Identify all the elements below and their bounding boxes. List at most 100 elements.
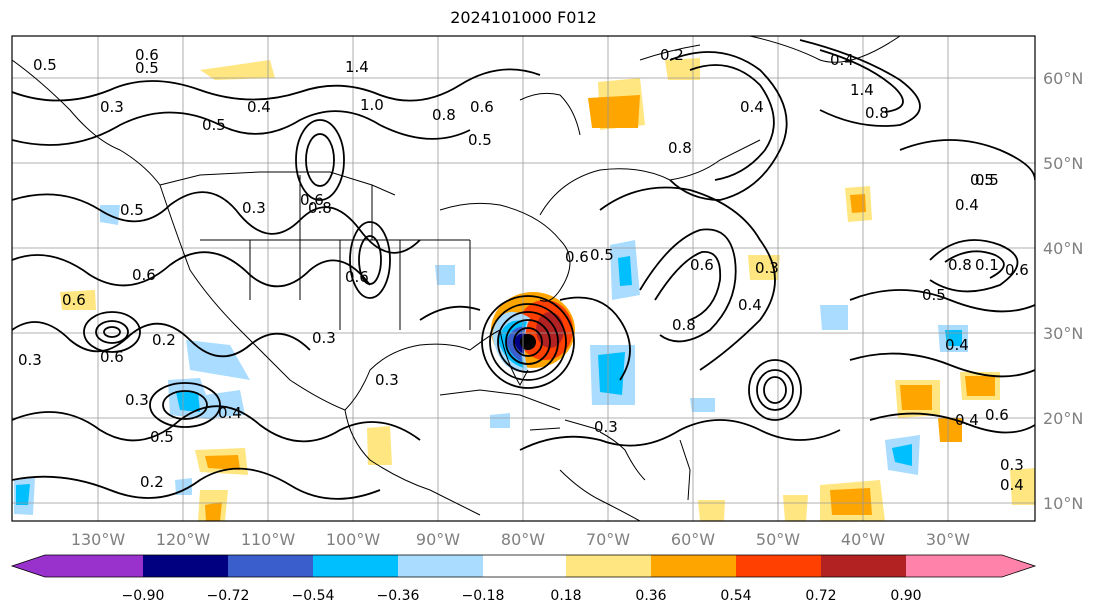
colorbar-tick-label: −0.18 — [462, 588, 505, 604]
latitude-label: 10°N — [1043, 494, 1083, 513]
contour-label: 0.2 — [152, 331, 176, 349]
contour-label: 0.6 — [132, 266, 156, 284]
colorbar-tick-label: −0.36 — [377, 588, 420, 604]
contour-label: 0.5 — [975, 171, 999, 189]
colorbar-tick-label: 0.18 — [550, 588, 581, 604]
contour-label: 0.6 — [62, 291, 86, 309]
contour-label: 0.4 — [218, 404, 242, 422]
contour-label: 0.8 — [308, 199, 332, 217]
longitude-label: 80°W — [501, 530, 545, 549]
contour-lines — [12, 39, 1035, 500]
contour-label: 0.1 — [975, 256, 999, 274]
contour-label: 0.6 — [690, 256, 714, 274]
contour-label: 0.5 — [150, 428, 174, 446]
colorbar-bin — [398, 555, 483, 577]
colorbar-tick-label: 0.36 — [635, 588, 666, 604]
contour-label: 1.0 — [360, 96, 384, 114]
colorbar-extend-low — [12, 555, 45, 577]
colorbar: −0.90 −0.72 −0.54 −0.36 −0.18 0.18 0.36 … — [10, 554, 1037, 604]
contour-label: 0.8 — [668, 139, 692, 157]
contour-label: 0.8 — [432, 106, 456, 124]
contour-label: 0.5 — [590, 246, 614, 264]
contour-label: 0.5 — [468, 131, 492, 149]
contour-label: 0.3 — [375, 371, 399, 389]
map-frame — [11, 35, 1036, 522]
longitude-labels: 130°W 120°W 110°W 100°W 90°W 80°W 70°W 6… — [71, 530, 970, 549]
longitude-label: 100°W — [326, 530, 381, 549]
contour-label: 0.3 — [100, 98, 124, 116]
colorbar-bin — [736, 555, 821, 577]
contour-label: 0.3 — [312, 329, 336, 347]
contour-label: 0.6 — [300, 191, 324, 209]
contour-label: 0.3 — [755, 259, 779, 277]
colorbar-bin — [313, 555, 398, 577]
longitude-label: 120°W — [156, 530, 211, 549]
contour-label: 0.8 — [948, 256, 972, 274]
contour-label: 0.6 — [135, 46, 159, 64]
contour-label: 0.8 — [672, 316, 696, 334]
colorbar-bin — [906, 555, 1002, 577]
contour-label: 0.3 — [18, 351, 42, 369]
contour-label: 0.5 — [970, 171, 994, 189]
map-title: 2024101000 F012 — [450, 8, 597, 27]
contour-label: 0.6 — [345, 268, 369, 286]
contour-label: 0.6 — [100, 348, 124, 366]
contour-label: 0.6 — [985, 406, 1009, 424]
contour-label: 0.6 — [470, 98, 494, 116]
colorbar-tick-label: 0.90 — [890, 588, 921, 604]
contour-labels: 0.5 0.6 0.5 1.4 1.0 0.6 0.2 0.5 0.8 0.4 … — [18, 46, 1029, 494]
colorbar-extend-high — [1002, 555, 1035, 577]
contour-label: 0.5 — [202, 116, 226, 134]
colorbar-outline — [10, 554, 1037, 578]
contour-label: 0.4 — [945, 336, 969, 354]
colorbar-bin — [651, 555, 736, 577]
contour-label: 0.3 — [125, 391, 149, 409]
colorbar-tick-label: −0.54 — [292, 588, 335, 604]
contour-label: 0.3 — [594, 418, 618, 436]
contour-label: 0.5 — [120, 201, 144, 219]
contour-label: 0.4 — [740, 98, 764, 116]
latitude-label: 40°N — [1043, 239, 1083, 258]
longitude-label: 60°W — [671, 530, 715, 549]
shaded-anomaly-field — [14, 58, 1035, 521]
latitude-label: 60°N — [1043, 69, 1083, 88]
contour-label: 1.4 — [345, 58, 369, 76]
colorbar-tick-label: −0.72 — [207, 588, 250, 604]
contour-label: 0.4 — [830, 51, 854, 69]
contour-label: 0.3 — [242, 199, 266, 217]
longitude-label: 110°W — [241, 530, 296, 549]
contour-label: 0.2 — [660, 46, 684, 64]
longitude-label: 90°W — [416, 530, 460, 549]
contour-label: 1.4 — [850, 81, 874, 99]
latitude-label: 20°N — [1043, 409, 1083, 428]
colorbar-bin — [483, 555, 566, 577]
colorbar-bin — [228, 555, 313, 577]
contour-label: 0.4 — [247, 98, 271, 116]
longitude-label: 40°W — [841, 530, 885, 549]
colorbar-tick-label: −0.90 — [122, 588, 165, 604]
colorbar-tick-label: 0.72 — [805, 588, 836, 604]
contour-label: 0.8 — [865, 104, 889, 122]
latitude-labels: 60°N 50°N 40°N 30°N 20°N 10°N — [1043, 69, 1083, 513]
longitude-label: 130°W — [71, 530, 126, 549]
contour-label: 0.4 — [1000, 476, 1024, 494]
contour-label: 0.6 — [565, 248, 589, 266]
contour-label: 0.5 — [33, 56, 57, 74]
colorbar-tick-label: 0.54 — [720, 588, 751, 604]
latitude-label: 50°N — [1043, 154, 1083, 173]
contour-label: 0.2 — [140, 473, 164, 491]
coastlines — [12, 36, 901, 521]
contour-label: 0.6 — [1005, 261, 1029, 279]
contour-label: 0.5 — [135, 59, 159, 77]
colorbar-bin — [45, 555, 143, 577]
colorbar-bin — [566, 555, 651, 577]
colorbar-bin — [143, 555, 228, 577]
contour-label: 0.4 — [955, 196, 979, 214]
longitude-label: 70°W — [586, 530, 630, 549]
contour-label: 0.4 — [738, 296, 762, 314]
longitude-label: 30°W — [926, 530, 970, 549]
latitude-label: 30°N — [1043, 324, 1083, 343]
longitude-label: 50°W — [756, 530, 800, 549]
contour-label: 0.3 — [1000, 456, 1024, 474]
